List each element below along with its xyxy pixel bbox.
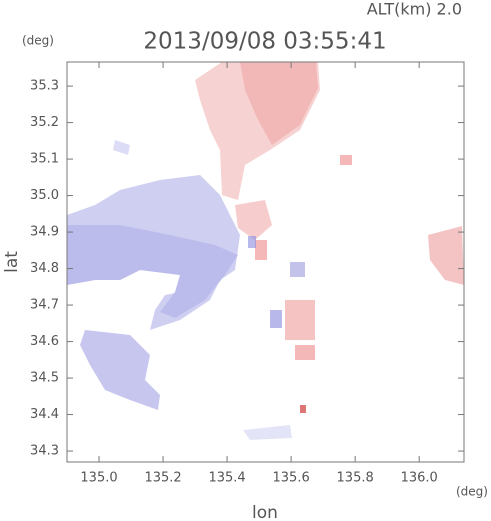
- y-tick-label: 35.1: [30, 152, 59, 167]
- speckle: [270, 310, 282, 328]
- chart-title: 2013/09/08 03:55:41: [143, 29, 386, 55]
- y-tick-label: 34.4: [30, 407, 59, 422]
- plot-frame: [66, 61, 465, 463]
- y-tick-label: 34.7: [30, 298, 59, 313]
- speckle: [255, 240, 267, 260]
- y-tick-label: 35.2: [30, 115, 59, 130]
- y-tick-label: 34.5: [30, 371, 59, 386]
- x-axis-title: lon: [252, 503, 278, 521]
- x-tick-label: 135.6: [273, 471, 310, 486]
- x-unit: (deg): [456, 485, 488, 499]
- y-tick-label: 35.3: [30, 79, 59, 94]
- echo-region: [113, 140, 130, 155]
- speckle: [300, 405, 306, 413]
- echo-region: [243, 425, 292, 440]
- y-axis-title: lat: [2, 251, 22, 273]
- echo-region: [235, 200, 272, 240]
- x-tick-label: 136.0: [401, 471, 438, 486]
- x-tick-label: 135.0: [80, 471, 117, 486]
- subtitle: ALT(km) 2.0: [367, 0, 462, 19]
- speckle: [340, 155, 352, 165]
- y-tick-label: 34.3: [30, 444, 59, 459]
- x-tick-label: 135.4: [208, 471, 245, 486]
- speckle: [248, 236, 256, 248]
- x-tick-label: 135.8: [337, 471, 374, 486]
- speckle: [295, 345, 315, 360]
- echoes: [67, 62, 464, 440]
- y-tick-label: 34.6: [30, 334, 59, 349]
- echo-region: [240, 62, 318, 145]
- speckle: [290, 262, 305, 277]
- speckle: [285, 300, 315, 340]
- y-tick-label: 34.9: [30, 225, 59, 240]
- y-unit: (deg): [22, 34, 54, 48]
- y-tick-label: 34.8: [30, 261, 59, 276]
- echo-region: [80, 330, 160, 410]
- echo-region: [428, 226, 464, 285]
- x-tick-label: 135.2: [144, 471, 181, 486]
- y-tick-label: 35.0: [30, 188, 59, 203]
- echo-region: [67, 225, 238, 318]
